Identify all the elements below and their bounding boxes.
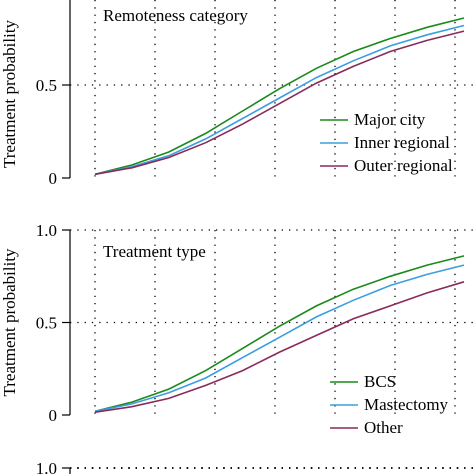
series-line-other (94, 281, 465, 413)
series-line-mastectomy (94, 264, 465, 413)
legend-label: Inner regional (354, 133, 450, 152)
legend-label: BCS (364, 372, 396, 391)
y-tick-label: 0.5 (36, 76, 57, 95)
y-axis-label: Treatment probability (0, 248, 19, 397)
chart-title: Treatment type (103, 242, 206, 261)
y-tick-label: 0.5 (36, 314, 57, 333)
series-line-bcs (94, 255, 465, 413)
y-tick-label: 0 (49, 406, 58, 425)
legend-label: Mastectomy (364, 395, 449, 414)
chart-title: Remoteness category (103, 6, 248, 25)
y-axis-label: Treatment probability (0, 19, 19, 168)
legend-label: Outer regional (354, 156, 453, 175)
y-tick-label: 0 (49, 169, 58, 188)
y-tick-label: 1.0 (36, 221, 57, 240)
series-line-inner-regional (94, 24, 465, 176)
series-line-outer-regional (94, 30, 465, 176)
legend-label: Major city (354, 110, 426, 129)
legend-label: Other (364, 418, 403, 437)
y-tick-label: 1.0 (36, 459, 57, 474)
series-line-major-city (94, 17, 465, 176)
